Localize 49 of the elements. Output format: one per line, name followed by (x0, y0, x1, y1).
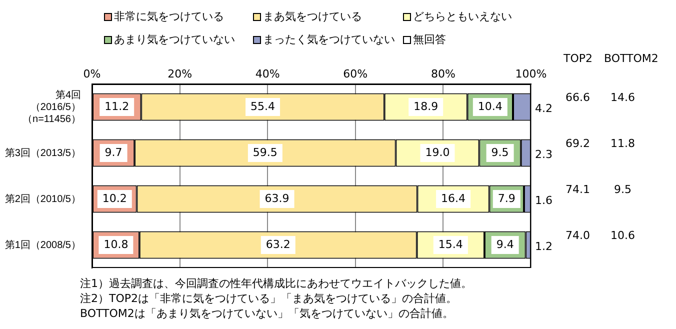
data-label: 15.4 (438, 238, 463, 251)
text: 69.2 (566, 137, 590, 150)
data-label: 63.9 (264, 192, 290, 205)
x-tick-label: 0% (83, 67, 101, 80)
x-tick-label: 100% (515, 67, 547, 80)
legend-label: あまり気をつけていない (114, 32, 235, 47)
text: 10.6 (610, 229, 635, 242)
text: 66.6 (566, 91, 590, 104)
x-tick-label: 80% (430, 67, 456, 80)
data-label: 11.2 (104, 100, 130, 113)
legend-label: まったく気をつけていない (263, 32, 395, 47)
data-label: 10.4 (478, 100, 502, 113)
text: TOP2 (564, 52, 593, 65)
data-label: 9.4 (496, 238, 514, 251)
data-label: 4.2 (535, 102, 552, 115)
data-label: 9.7 (104, 146, 122, 159)
y-tick-label: 第4回（2016/5）（n=11456） (22, 88, 81, 125)
data-label: 59.5 (252, 146, 278, 159)
text: 74.1 (566, 183, 590, 196)
text: 9.5 (614, 183, 632, 196)
text: 11.8 (610, 137, 635, 150)
data-label: 18.9 (414, 100, 438, 113)
data-label: 55.4 (250, 100, 276, 113)
y-tick-label: 第2回（2010/5） (4, 192, 81, 205)
text: 74.0 (566, 229, 590, 242)
data-label: 1.2 (535, 240, 552, 253)
text: 注2）TOP2は「非常に気をつけている」「まあ気をつけている」の合計値。 (80, 291, 458, 306)
legend-label: どちらともいえない (413, 9, 512, 24)
y-tick-label: 第3回（2013/5） (4, 146, 81, 159)
data-label: 1.6 (535, 194, 552, 207)
data-label: 9.5 (491, 146, 509, 159)
data-label: 7.9 (498, 192, 516, 205)
data-label: 63.2 (266, 238, 290, 251)
x-tick-label: 60% (343, 67, 368, 80)
text: BOTTOM2は「あまり気をつけていない」「気をつけていない」の合計値。 (80, 306, 454, 321)
data-label: 19.0 (425, 146, 450, 159)
y-tick-label: 第1回（2008/5） (4, 238, 81, 251)
text: 注1）過去調査は、今回調査の性年代構成比にあわせてウエイトバックした値。 (80, 276, 472, 291)
data-label: 16.4 (441, 192, 466, 205)
text: BOTTOM2 (604, 52, 658, 65)
data-label: 10.8 (104, 238, 128, 251)
legend-label: まあ気をつけている (263, 9, 362, 24)
x-tick-label: 40% (255, 67, 280, 80)
text: 14.6 (610, 91, 635, 104)
legend-label: 非常に気をつけている (114, 9, 224, 24)
data-label: 2.3 (535, 148, 552, 161)
x-tick-label: 20% (168, 67, 192, 80)
data-label: 10.2 (102, 192, 127, 205)
legend-label: 無回答 (413, 32, 446, 47)
